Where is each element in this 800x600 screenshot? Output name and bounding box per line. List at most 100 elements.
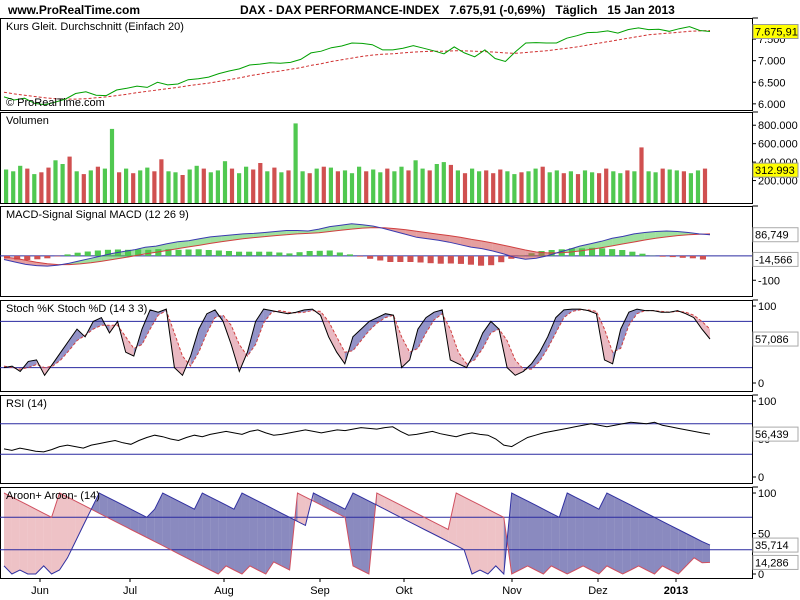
volume-bar xyxy=(519,172,524,203)
volume-bar xyxy=(237,173,242,203)
macd-histogram-bar xyxy=(387,255,394,262)
x-tick-label: Jul xyxy=(123,585,137,597)
stoch-fill-up xyxy=(490,321,500,333)
macd-fill-up xyxy=(318,226,330,233)
volume-bar xyxy=(681,171,686,203)
aroon-fill-up xyxy=(265,505,274,574)
x-tick-label: 2013 xyxy=(664,585,688,597)
macd-histogram-bar xyxy=(427,255,434,264)
volume-bar xyxy=(604,168,609,203)
volume-bar xyxy=(625,170,630,203)
volume-bar xyxy=(674,170,679,203)
aroon-fill-up xyxy=(130,509,139,534)
macd-histogram-bar xyxy=(24,255,31,260)
macd-histogram-bar xyxy=(447,255,454,264)
volume-bar xyxy=(441,162,446,203)
x-tick-label: Aug xyxy=(214,585,234,597)
macd-histogram-bar xyxy=(346,254,353,256)
volume-bar xyxy=(39,172,44,203)
x-tick-label: Nov xyxy=(502,585,522,597)
volume-bar xyxy=(364,171,369,203)
aroon-fill-up xyxy=(249,497,258,570)
volume-bar xyxy=(138,170,143,203)
stoch-fill-down xyxy=(336,336,345,364)
macd-fill-up xyxy=(655,231,667,239)
macd-fill-up xyxy=(340,223,352,231)
macd-histogram-bar xyxy=(34,255,41,260)
macd-histogram-bar xyxy=(256,251,263,256)
volume-bar xyxy=(173,172,178,203)
stoch-fill-down xyxy=(239,344,248,372)
volume-bar xyxy=(357,166,362,203)
aroon-fill-up xyxy=(218,501,227,574)
volume-bar xyxy=(53,160,58,203)
volume-bar xyxy=(582,170,588,203)
y-tick-label: 0 xyxy=(758,472,764,484)
stoch-fill-up xyxy=(434,309,443,320)
macd-histogram-bar xyxy=(699,255,706,260)
aroon-fill-up xyxy=(234,493,242,574)
macd-histogram-bar xyxy=(155,249,162,256)
last-stoch-label-box xyxy=(752,331,799,347)
volume-bar xyxy=(46,167,51,203)
aroon-fill-up xyxy=(360,497,369,574)
macd-fill-down xyxy=(416,231,428,239)
aroon-fill-up xyxy=(273,509,282,566)
macd-fill-down xyxy=(525,250,537,260)
last-rsi-label-box xyxy=(752,426,799,442)
stoch-fill-up xyxy=(377,313,386,323)
aroon-fill-up xyxy=(194,493,203,566)
last-stoch-label: 57,086 xyxy=(755,334,789,346)
volume-bar xyxy=(526,171,531,203)
volume-bar xyxy=(4,169,9,203)
y-tick-label: 7.000 xyxy=(758,56,786,68)
volume-bar xyxy=(385,168,390,203)
x-tick-label: Sep xyxy=(310,585,330,597)
volume-bar xyxy=(109,128,115,203)
volume-bar xyxy=(258,163,263,203)
panel-frame xyxy=(0,395,753,484)
volume-bar xyxy=(547,172,552,203)
macd-histogram-bar xyxy=(679,255,686,258)
volume-bar xyxy=(314,168,319,203)
macd-histogram-bar xyxy=(306,251,313,256)
y-tick-label: 6.000 xyxy=(758,99,786,111)
macd-fill-down xyxy=(481,241,493,251)
aroon-fill-up xyxy=(519,497,528,570)
macd-fill-up xyxy=(199,236,211,246)
volume-bar xyxy=(533,168,538,203)
volume-bar xyxy=(568,171,573,203)
macd-histogram-bar xyxy=(609,249,616,256)
stoch-fill-up xyxy=(620,312,629,349)
aroon-fill-up xyxy=(527,501,536,570)
y-tick-label: 50 xyxy=(758,529,770,541)
aroon-fill-down xyxy=(75,501,84,542)
volume-bar xyxy=(667,169,672,203)
macd-histogram-bar xyxy=(659,255,666,257)
stoch-fill-down xyxy=(515,359,524,376)
volume-bar xyxy=(660,168,665,203)
macd-histogram-bar xyxy=(639,253,646,256)
macd-histogram-bar xyxy=(467,255,474,265)
y-tick-label: 100 xyxy=(758,301,776,313)
macd-histogram-bar xyxy=(599,248,606,256)
macd-fill-down xyxy=(36,262,48,267)
last-aroon-up-label: 35,714 xyxy=(755,540,789,552)
volume-bar xyxy=(229,168,235,203)
macd-histogram-bar xyxy=(689,255,696,259)
last-aroon-up-label-box xyxy=(752,537,799,553)
macd-histogram-bar xyxy=(44,255,51,259)
stoch-fill-up xyxy=(539,336,548,362)
macd-histogram-bar xyxy=(457,255,464,264)
macd-fill-down xyxy=(536,251,548,259)
volume-bar xyxy=(215,170,220,203)
aroon-fill-up xyxy=(202,493,211,570)
aroon-fill-down xyxy=(27,505,36,574)
stoch-fill-down xyxy=(701,321,710,340)
aroon-fill-up xyxy=(210,497,219,574)
panel-frame xyxy=(0,18,753,111)
aroon-fill-up xyxy=(353,493,361,570)
volume-bar xyxy=(477,171,482,203)
macd-fill-down xyxy=(395,228,406,235)
aroon-fill-down xyxy=(472,501,480,574)
